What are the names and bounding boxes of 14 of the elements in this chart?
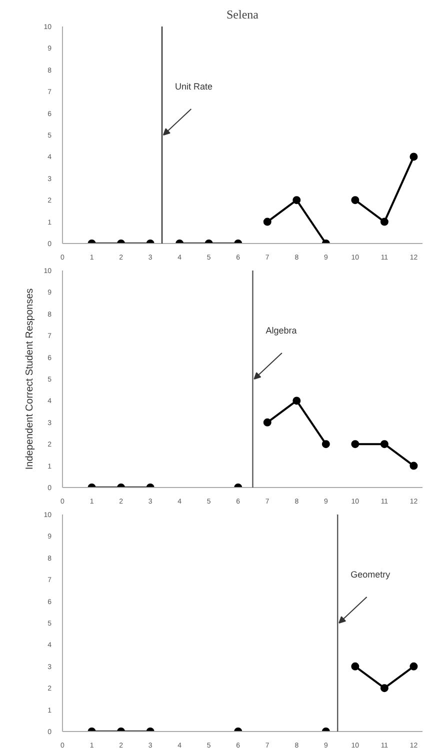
ref-line-label: Unit Rate <box>174 82 213 92</box>
point <box>351 440 360 448</box>
point <box>351 662 360 670</box>
y-axis-title: Independent Correct Student Responses <box>24 288 36 470</box>
point <box>292 396 301 405</box>
chart-title: Selena <box>226 8 260 22</box>
point <box>410 462 418 470</box>
point <box>380 684 388 692</box>
ref-line-label: Geometry <box>350 570 391 580</box>
point <box>380 440 388 448</box>
point <box>322 440 330 448</box>
point <box>410 662 418 670</box>
point <box>263 418 272 426</box>
ref-line-label: Algebra <box>266 326 297 336</box>
